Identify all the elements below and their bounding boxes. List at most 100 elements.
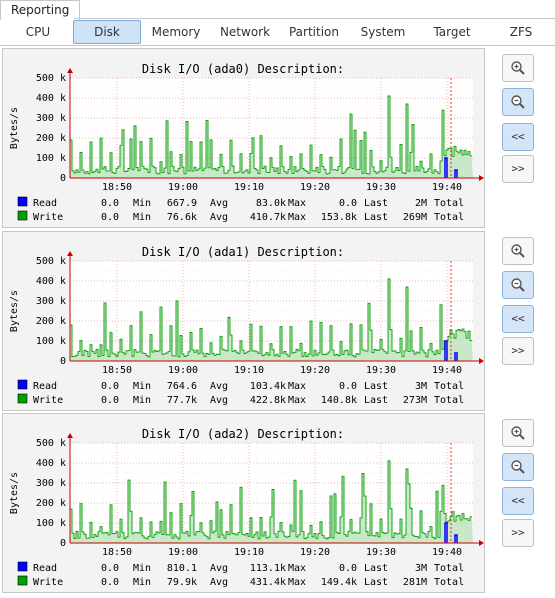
y-tick-label: 400 k — [36, 458, 66, 469]
zoom-out-icon — [511, 460, 525, 474]
tab-cpu[interactable]: CPU — [25, 25, 51, 39]
tab-system[interactable]: System — [360, 25, 406, 39]
y-tick-label: 300 k — [36, 113, 66, 124]
write-series-area — [70, 279, 473, 361]
legend-last: 281M — [403, 577, 427, 588]
legend-series-name: Read — [33, 381, 57, 392]
legend-avg-label: Avg — [210, 563, 228, 574]
zoom-in-icon — [511, 61, 525, 75]
zoom-out-button[interactable] — [502, 88, 534, 116]
y-tick-label: 200 k — [36, 498, 66, 509]
y-axis-arrow — [67, 433, 73, 438]
y-tick-label: 500 k — [36, 73, 66, 84]
read-series-line — [444, 157, 458, 178]
tab-target[interactable]: Target — [433, 25, 471, 39]
y-tick-label: 100 k — [36, 153, 66, 164]
y-tick-label: 300 k — [36, 478, 66, 489]
legend-last: 2M — [415, 198, 427, 209]
forward-button[interactable]: >> — [502, 337, 534, 365]
zoom-in-button[interactable] — [502, 237, 534, 265]
reporting-tab[interactable]: Reporting — [0, 0, 81, 20]
y-axis-arrow — [67, 68, 73, 73]
legend-avg: 422.8k — [250, 395, 286, 406]
legend-max: 0.0 — [339, 198, 357, 209]
tab-partition[interactable]: Partition — [288, 25, 339, 39]
disk-io-chart-ada1: Disk I/O (ada1) Description:Bytes/sRRDTO… — [9, 245, 484, 406]
y-axis-label: Bytes/s — [9, 290, 20, 332]
x-tick-label: 19:20 — [300, 182, 330, 193]
top-tab-divider — [74, 18, 555, 19]
zoom-in-button[interactable] — [502, 419, 534, 447]
tab-memory[interactable]: Memory — [151, 25, 201, 39]
x-tick-label: 19:10 — [234, 365, 264, 376]
y-tick-label: 0 — [60, 173, 66, 184]
zoom-out-icon — [511, 95, 525, 109]
legend-total-label: Total — [434, 212, 464, 223]
legend-min-label: Min — [133, 577, 151, 588]
legend-total-label: Total — [434, 577, 464, 588]
forward-button[interactable]: >> — [502, 519, 534, 547]
legend-min: 667.9 — [167, 198, 197, 209]
y-tick-label: 200 k — [36, 316, 66, 327]
legend-min: 77.7k — [167, 395, 197, 406]
x-tick-label: 19:00 — [168, 365, 198, 376]
legend-total-label: Total — [434, 563, 464, 574]
back-button[interactable]: << — [502, 305, 534, 333]
zoom-in-button[interactable] — [502, 54, 534, 82]
graph-panel-ada1: Disk I/O (ada1) Description:Bytes/sRRDTO… — [2, 231, 485, 411]
chart-title: Disk I/O (ada0) Description: — [142, 62, 344, 76]
x-tick-label: 19:00 — [168, 547, 198, 558]
legend-max-label: Max — [288, 212, 306, 223]
y-tick-label: 100 k — [36, 336, 66, 347]
back-button[interactable]: << — [502, 123, 534, 151]
legend-last: 273M — [403, 395, 427, 406]
legend-current: 0.0 — [101, 198, 119, 209]
x-tick-label: 18:50 — [102, 182, 132, 193]
legend-last-label: Last — [364, 577, 388, 588]
read-legend-swatch — [17, 561, 28, 572]
read-series-line — [444, 522, 458, 543]
read-legend-swatch — [17, 379, 28, 390]
category-tabs: CPU Disk Memory Network Partition System… — [0, 20, 555, 46]
tab-network[interactable]: Network — [219, 25, 271, 39]
tab-zfs[interactable]: ZFS — [509, 25, 533, 39]
disk-io-chart-ada0: Disk I/O (ada0) Description:Bytes/sRRDTO… — [9, 62, 484, 223]
write-series-line — [70, 460, 472, 540]
x-tick-label: 19:00 — [168, 182, 198, 193]
write-legend-swatch — [17, 393, 28, 404]
legend-avg-label: Avg — [210, 198, 228, 209]
legend-min-label: Min — [133, 212, 151, 223]
chart-title: Disk I/O (ada2) Description: — [142, 427, 344, 441]
zoom-out-button[interactable] — [502, 271, 534, 299]
zoom-out-button[interactable] — [502, 453, 534, 481]
read-legend-swatch — [17, 196, 28, 207]
legend-min: 764.6 — [167, 381, 197, 392]
legend-min: 810.1 — [167, 563, 197, 574]
legend-series-name: Read — [33, 198, 57, 209]
x-axis-arrow — [479, 540, 484, 546]
legend-current: 0.0 — [101, 563, 119, 574]
back-button[interactable]: << — [502, 487, 534, 515]
x-tick-label: 19:30 — [366, 365, 396, 376]
disk-io-chart-ada2: Disk I/O (ada2) Description:Bytes/sRRDTO… — [9, 427, 484, 588]
legend-last-label: Last — [364, 563, 388, 574]
legend-total-label: Total — [434, 381, 464, 392]
legend-min-label: Min — [133, 395, 151, 406]
legend-max-label: Max — [288, 577, 306, 588]
forward-button[interactable]: >> — [502, 155, 534, 183]
y-tick-label: 300 k — [36, 296, 66, 307]
legend-avg: 431.4k — [250, 577, 286, 588]
legend-total-label: Total — [434, 395, 464, 406]
legend-max-label: Max — [288, 198, 306, 209]
x-tick-label: 19:10 — [234, 547, 264, 558]
x-tick-label: 19:30 — [366, 547, 396, 558]
write-series-line — [70, 278, 472, 358]
tab-disk[interactable]: Disk — [73, 20, 141, 44]
legend-max: 0.0 — [339, 563, 357, 574]
legend-total-label: Total — [434, 198, 464, 209]
zoom-out-icon — [511, 278, 525, 292]
legend-current: 0.0 — [101, 577, 119, 588]
legend-current: 0.0 — [101, 212, 119, 223]
legend-min: 79.9k — [167, 577, 197, 588]
legend-avg-label: Avg — [210, 381, 228, 392]
